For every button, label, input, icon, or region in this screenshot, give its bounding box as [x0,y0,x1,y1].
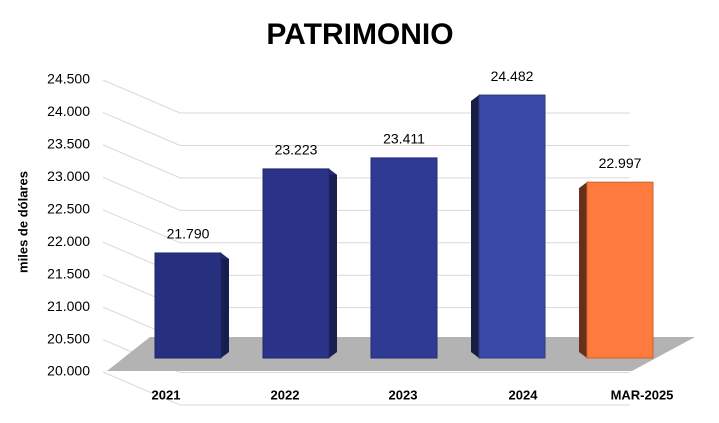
y-tick-label: 24.000 [47,103,90,119]
y-tick-label: 21.000 [47,298,90,314]
bar [478,94,546,359]
bar-side [579,182,587,358]
bar-side [329,168,337,358]
grid-line [102,339,630,374]
chart-title: PATRIMONIO [266,18,453,51]
y-tick-label: 22.000 [47,233,90,249]
grid-line [102,79,630,114]
y-tick-label: 20.000 [47,363,90,379]
grid-line [102,371,630,406]
value-label: 23.411 [383,131,425,147]
x-tick-label: 2023 [389,387,418,402]
grid-line [102,111,630,146]
bar-side [471,95,479,358]
value-label: 22.997 [599,155,642,171]
y-tick-label: 20.500 [47,330,90,346]
bar [586,181,654,359]
y-tick-label: 23.500 [47,136,90,152]
grid-line [102,176,630,211]
x-tick-label: 2021 [152,387,181,402]
value-label: 21.790 [167,226,210,242]
value-label: 24.482 [491,68,534,84]
y-axis-title: miles de dólares [15,171,30,273]
bar [370,157,438,359]
x-tick-label: MAR-2025 [611,387,674,402]
y-tick-label: 23.000 [47,168,90,184]
x-tick-label: 2024 [509,387,539,402]
y-tick-label: 24.500 [47,71,90,87]
grid-line [102,144,630,179]
bar [262,168,330,359]
x-tick-label: 2022 [271,387,300,402]
value-label: 23.223 [275,142,318,158]
y-tick-label: 21.500 [47,265,90,281]
bar [154,252,222,359]
y-tick-label: 22.500 [47,200,90,216]
bar-side [221,252,229,358]
